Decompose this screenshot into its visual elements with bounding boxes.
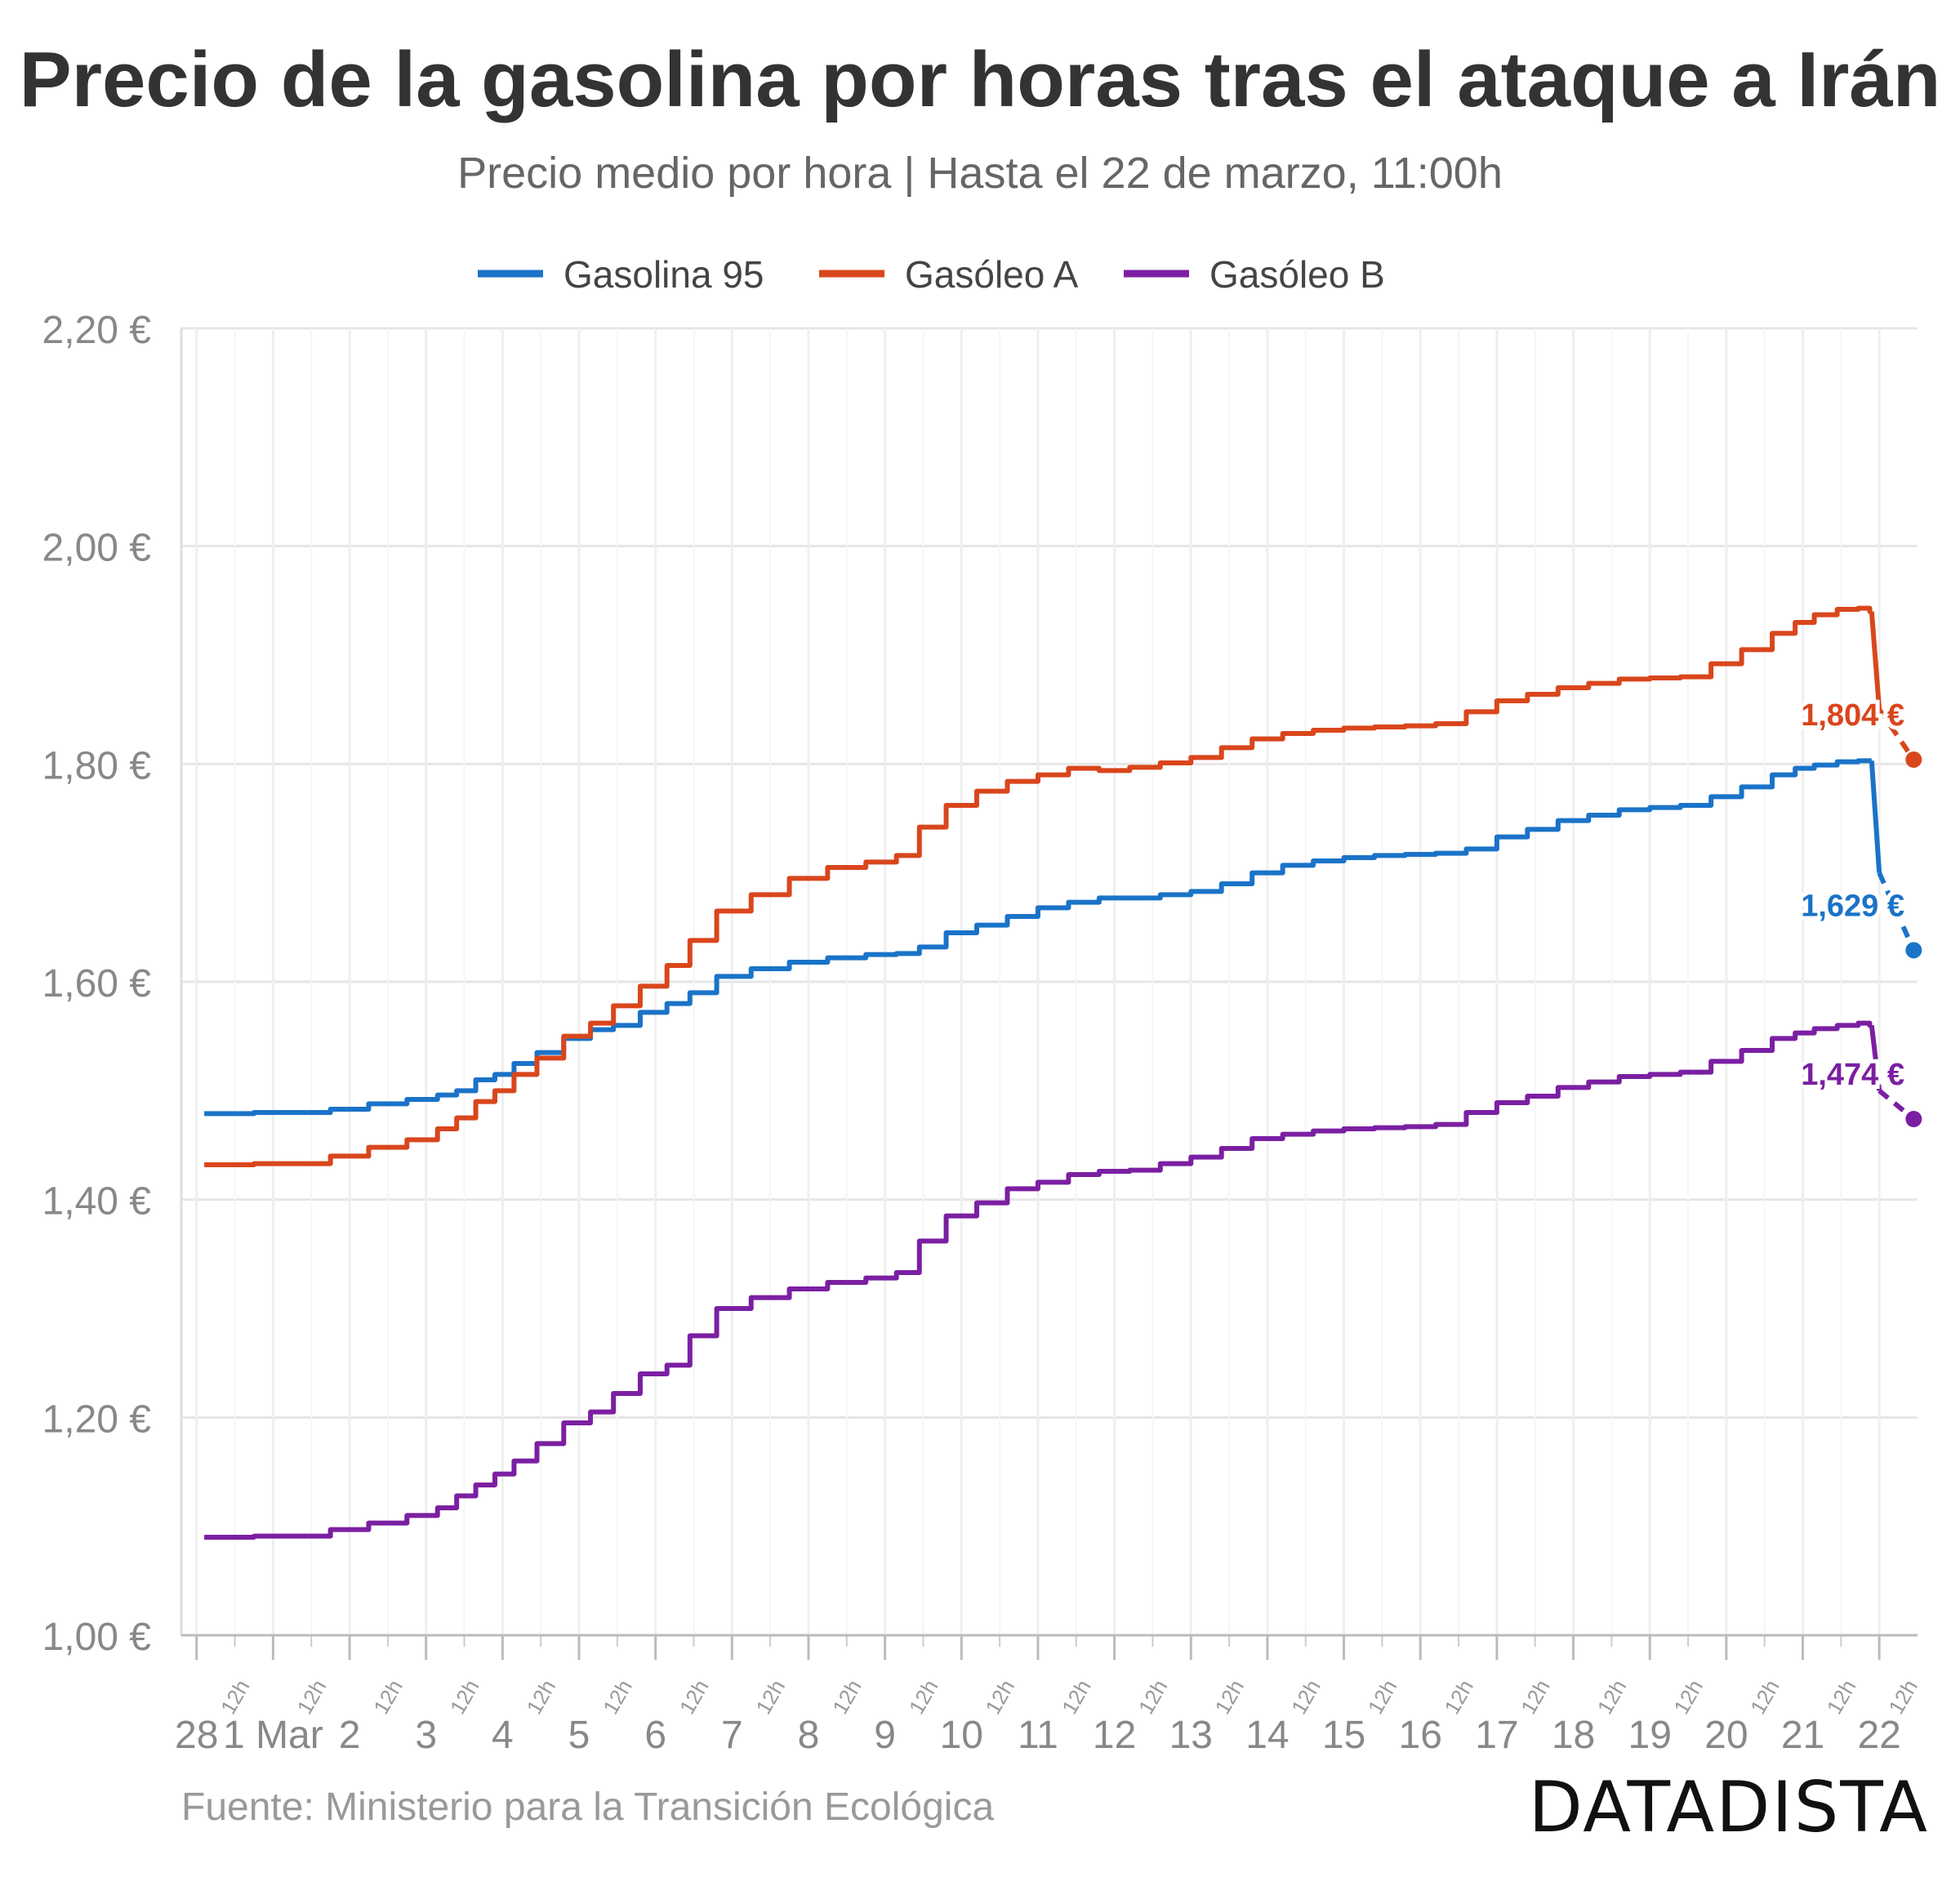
x-minor-tick-label: 12h — [368, 1675, 408, 1719]
chart-subtitle: Precio medio por hora | Hasta el 22 de m… — [457, 149, 1503, 198]
x-tick-label: 22 — [1857, 1714, 1900, 1757]
x-minor-tick-label: 12h — [675, 1675, 714, 1719]
end-label: 1,629 € — [1801, 889, 1904, 923]
x-minor-tick-label: 12h — [1668, 1675, 1708, 1719]
series-dashed-tail — [1877, 707, 1916, 761]
x-minor-tick-label: 12h — [1363, 1675, 1402, 1719]
x-tick-label: 3 — [415, 1714, 437, 1757]
x-minor-tick-label: 12h — [980, 1675, 1019, 1719]
series-dashed-tail — [1878, 1089, 1916, 1121]
series-end-point — [1905, 751, 1922, 768]
x-minor-tick-label: 12h — [1134, 1675, 1173, 1719]
axes: 1,00 € 1,20 € 1,40 € 1,60 € 1,80 € 2,00 € 2,20… — [42, 309, 1922, 1757]
y-tick-label: 1,20 € — [42, 1398, 152, 1441]
y-tick-label: 1,40 € — [42, 1180, 152, 1224]
x-tick-label: 9 — [874, 1714, 896, 1757]
end-label-halo: 1,804 € — [1801, 698, 1904, 733]
x-minor-tick-label: 12h — [751, 1675, 791, 1719]
y-tick-label: 1,80 € — [42, 744, 152, 787]
brand-logo: DATADISTA — [1529, 1767, 1929, 1848]
series-drop — [1869, 1024, 1882, 1091]
series-group — [204, 605, 1922, 1540]
x-minor-tick-label: 12h — [445, 1675, 484, 1719]
x-tick-label: 19 — [1628, 1714, 1672, 1757]
end-label: 1,474 € — [1801, 1058, 1904, 1092]
series-end-point — [1905, 1111, 1922, 1127]
x-minor-tick-label: 12h — [598, 1675, 637, 1719]
grid — [181, 327, 1918, 1635]
x-tick-label: 18 — [1552, 1714, 1595, 1757]
x-minor-tick-label: 12h — [1209, 1675, 1249, 1719]
x-minor-tick-label: 12h — [292, 1675, 332, 1719]
x-tick-label: 6 — [644, 1714, 666, 1757]
legend-label: Gasóleo A — [905, 253, 1079, 296]
x-tick-label: 17 — [1475, 1714, 1518, 1757]
series-line — [204, 1020, 1873, 1540]
source-note: Fuente: Ministerio para la Transición Ec… — [181, 1786, 994, 1829]
chart-title: Precio de la gasolina por horas tras el … — [20, 36, 1941, 123]
end-label-halo: 1,629 € — [1801, 889, 1904, 923]
x-tick-label: 14 — [1245, 1714, 1289, 1757]
x-tick-label: 12 — [1093, 1714, 1136, 1757]
x-minor-tick-label: 12h — [1057, 1675, 1096, 1719]
series-line — [204, 758, 1873, 1117]
legend: Gasolina 95 Gasóleo A Gasóleo B — [478, 253, 1385, 296]
x-tick-label: 16 — [1399, 1714, 1442, 1757]
x-minor-tick-label: 12h — [216, 1675, 255, 1719]
x-tick-label: 28 — [175, 1714, 218, 1757]
x-minor-tick-label: 12h — [1745, 1675, 1784, 1719]
x-minor-tick-label: 12h — [904, 1675, 943, 1719]
x-minor-tick-label: 12h — [827, 1675, 866, 1719]
y-tick-label: 2,20 € — [42, 309, 152, 352]
x-minor-tick-label: 12h — [1439, 1675, 1478, 1719]
series-line — [204, 605, 1873, 1167]
x-minor-tick-label: 12h — [1286, 1675, 1325, 1719]
x-tick-label: 4 — [492, 1714, 514, 1757]
x-tick-label: 2 — [339, 1714, 361, 1757]
series-drop — [1869, 611, 1882, 710]
series-drop — [1869, 760, 1882, 873]
x-minor-tick-label: 12h — [1883, 1675, 1922, 1719]
x-tick-label: 11 — [1018, 1714, 1058, 1757]
x-tick-label: 13 — [1169, 1714, 1213, 1757]
end-label: 1,804 € — [1801, 698, 1904, 733]
x-tick-label: 15 — [1322, 1714, 1365, 1757]
x-tick-label: 10 — [940, 1714, 983, 1757]
x-minor-tick-label: 12h — [522, 1675, 561, 1719]
y-tick-label: 1,00 € — [42, 1616, 152, 1659]
x-tick-label: 1 Mar — [223, 1714, 323, 1757]
legend-label: Gasolina 95 — [564, 253, 764, 296]
x-tick-label: 21 — [1781, 1714, 1824, 1757]
legend-label: Gasóleo B — [1209, 253, 1385, 296]
x-tick-label: 20 — [1704, 1714, 1748, 1757]
x-tick-label: 8 — [798, 1714, 820, 1757]
series-dashed-tail — [1877, 872, 1917, 952]
end-labels: 1,629 €1,629 €1,804 €1,804 €1,474 €1,474… — [1797, 694, 1909, 1096]
x-tick-label: 5 — [568, 1714, 590, 1757]
series-end-point — [1905, 942, 1922, 959]
x-minor-tick-label: 12h — [1592, 1675, 1632, 1719]
x-tick-label: 7 — [721, 1714, 743, 1757]
end-label-halo: 1,474 € — [1801, 1058, 1904, 1092]
y-tick-label: 2,00 € — [42, 527, 152, 570]
y-tick-label: 1,60 € — [42, 962, 152, 1005]
x-minor-tick-label: 12h — [1822, 1675, 1861, 1719]
x-minor-tick-label: 12h — [1516, 1675, 1555, 1719]
